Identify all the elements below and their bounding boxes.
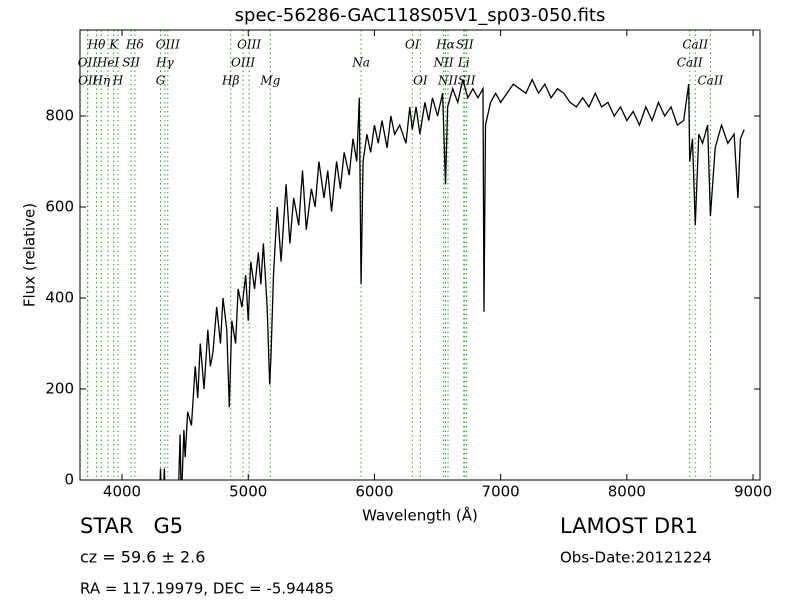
spectral-line-label: OIII: [237, 38, 261, 52]
spectrum-line: [159, 78, 745, 480]
spectral-line-label: OII: [78, 56, 98, 70]
spectral-line-label: Hα: [435, 38, 455, 52]
plot-frame: [79, 29, 761, 481]
spectral-line-label: CaII: [682, 38, 708, 52]
y-axis-label: Flux (relative): [21, 203, 39, 307]
spectral-line-label: NII: [433, 56, 454, 70]
coords-label: RA = 117.19979, DEC = -5.94485: [80, 580, 334, 598]
spectral-line-label: Mg: [259, 74, 280, 88]
spectral-line-label: SII: [456, 38, 474, 52]
spectral-line-label: Hδ: [125, 38, 144, 52]
spectral-line-label: CaII: [677, 56, 703, 70]
date-label: Obs-Date:20121224: [560, 549, 712, 567]
chart-title: spec-56286-GAC118S05V1_sp03-050.fits: [235, 5, 606, 26]
survey-label: LAMOST DR1: [560, 514, 698, 538]
spectral-line-label: NII: [437, 74, 458, 88]
spectral-line-label: Hγ: [155, 56, 174, 70]
x-tick-label: 8000: [608, 483, 646, 501]
spectrum-group: [159, 78, 745, 480]
redshift-label: cz = 59.6 ± 2.6: [80, 548, 205, 567]
spectral-line-label: Hθ: [87, 38, 106, 52]
spectral-line-label: OI: [405, 38, 420, 52]
spectral-line-label: CaII: [697, 74, 723, 88]
x-tick-label: 4000: [103, 483, 141, 501]
x-tick-label: 9000: [734, 483, 772, 501]
spectral-line-label: HeI: [96, 56, 120, 70]
x-tick-label: 6000: [355, 483, 393, 501]
spectral-line-label: Hη: [91, 74, 110, 88]
spectral-line-label: Na: [351, 56, 370, 70]
y-tick-label: 0: [64, 471, 74, 489]
spectral-line-label: SII: [122, 56, 140, 70]
spectral-line-label: OIII: [231, 56, 255, 70]
x-tick-label: 7000: [482, 483, 520, 501]
spectral-line-label: Li: [457, 56, 470, 70]
spectral-line-label: Hβ: [221, 74, 239, 88]
y-tick-label: 800: [45, 106, 74, 124]
x-tick-label: 5000: [229, 483, 267, 501]
object-label: STAR G5: [80, 514, 183, 538]
x-axis-label: Wavelength (Å): [362, 506, 478, 525]
y-tick-label: 200: [45, 379, 74, 397]
spectral-line-label: H: [112, 74, 124, 88]
y-tick-label: 600: [45, 197, 74, 215]
spectral-line-label: K: [108, 38, 119, 52]
y-tick-label: 400: [45, 288, 74, 306]
spectral-line-label: SII: [458, 74, 476, 88]
spectral-line-label: G: [156, 74, 166, 88]
spectral-line-label: OII: [78, 74, 98, 88]
spectral-line-label: OI: [413, 74, 428, 88]
spectral-line-label: OIII: [156, 38, 180, 52]
